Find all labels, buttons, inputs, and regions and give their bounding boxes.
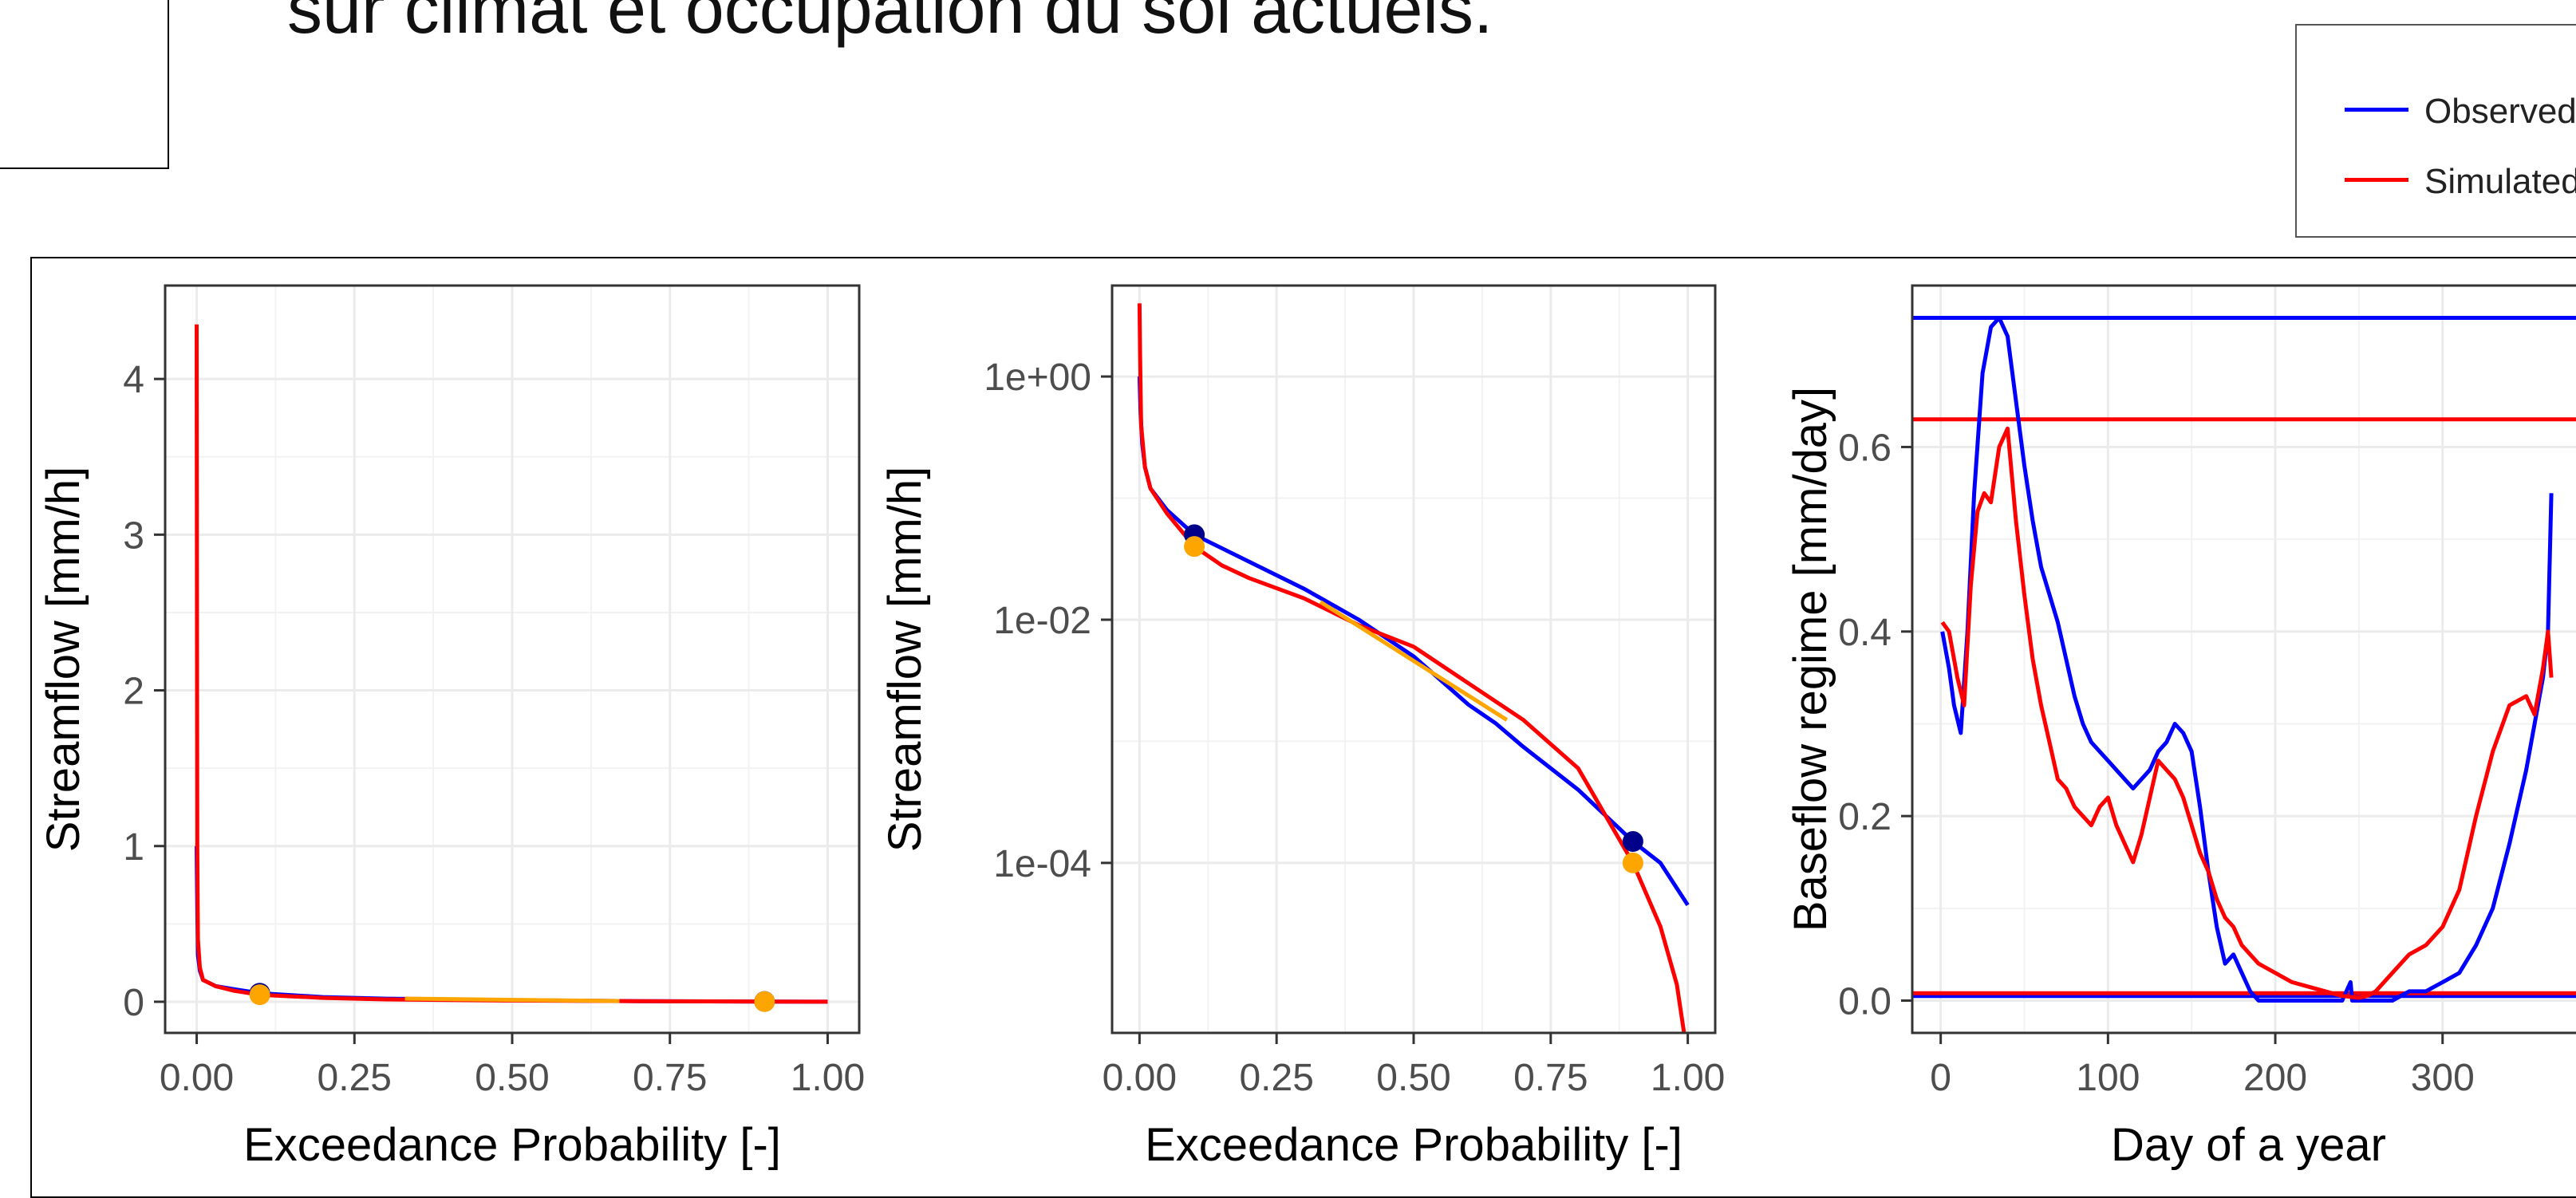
y-tick-label: 1 [123, 826, 144, 869]
x-tick-label: 0.50 [1376, 1057, 1450, 1099]
y-tick-label: 0.2 [1838, 796, 1892, 838]
y-tick-label: 3 [123, 514, 144, 557]
x-tick-label: 200 [2243, 1057, 2307, 1099]
chart-panel-3: 0 100 200 300 0.0 0.2 0.4 0.6 Day of a year Basef… [1785, 284, 2576, 1171]
x-tick-label: 1.00 [1651, 1057, 1725, 1099]
x-axis-label: Day of a year [2111, 1119, 2386, 1171]
quantile-point [1184, 536, 1205, 558]
y-tick-label: 4 [123, 359, 144, 401]
x-axis-label: Exceedance Probability [-] [243, 1119, 781, 1171]
x-axis-label: Exceedance Probability [-] [1145, 1119, 1682, 1171]
panel-border [1911, 284, 2576, 1034]
quantile-segment [404, 996, 620, 1003]
y-tick-label: 1e+00 [984, 357, 1091, 399]
grid-minor [1912, 286, 2576, 1033]
x-tick-label: 0.00 [160, 1057, 234, 1099]
y-axis-label: Streamflow [mm/h] [37, 467, 89, 852]
legend-label-observed: Observed [2424, 92, 2576, 131]
x-tick-label: 0.50 [475, 1057, 549, 1099]
x-tick-label: 0.25 [1239, 1057, 1313, 1099]
y-tick-label: 1e-02 [993, 600, 1091, 642]
legend: Observed Simulated [2295, 24, 2576, 238]
x-tick-label: 0.00 [1103, 1057, 1177, 1099]
plot-area [1912, 315, 2576, 1003]
series-line-simulated [1940, 426, 2554, 1000]
y-tick-label: 0.0 [1838, 981, 1892, 1023]
slide-title: sur climat et occupation du sol actuels. [287, 0, 1493, 48]
x-tick-label: 300 [2411, 1057, 2475, 1099]
chart-panel-2: 0.00 0.25 0.50 0.75 1.00 1e+00 1e-02 1e-04 Excee… [879, 284, 1725, 1171]
y-axis-label: Streamflow [mm/h] [879, 467, 931, 852]
series-line-observed [1940, 316, 2554, 1003]
x-tick-label: 0.75 [1513, 1057, 1588, 1099]
x-tick-label: 0.25 [318, 1057, 392, 1099]
legend-item-simulated: Simulated [2297, 156, 2576, 203]
y-tick-label: 0.6 [1838, 427, 1892, 469]
chart-panel-1: 0.00 0.25 0.50 0.75 1.00 0 1 2 3 4 Exceedance Prob… [37, 284, 865, 1171]
x-tick-label: 1.00 [791, 1057, 865, 1099]
x-tick-label: 100 [2076, 1057, 2140, 1099]
plot-area [195, 324, 828, 1012]
y-axis-label: Baseflow regime [mm/day] [1785, 387, 1836, 932]
y-tick-label: 0 [123, 982, 144, 1024]
y-tick-label: 1e-04 [993, 843, 1091, 885]
y-tick-label: 0.4 [1838, 612, 1892, 654]
quantile-point [754, 991, 775, 1012]
legend-swatch-simulated [2345, 178, 2408, 182]
plot-area [1137, 303, 1690, 1033]
quantile-point [1622, 831, 1643, 853]
x-tick-label: 0.75 [633, 1057, 707, 1099]
quantile-point [249, 984, 270, 1006]
legend-label-simulated: Simulated [2424, 162, 2576, 201]
quantile-segment [1319, 600, 1509, 722]
corner-frame [0, 0, 169, 169]
x-tick-label: 0 [1930, 1057, 1951, 1099]
grid-major [165, 286, 859, 1033]
y-tick-label: 2 [123, 671, 144, 713]
legend-swatch-observed [2345, 108, 2408, 112]
grid-major [1912, 286, 2576, 1033]
quantile-point [1622, 852, 1643, 873]
legend-item-observed: Observed [2297, 85, 2576, 133]
